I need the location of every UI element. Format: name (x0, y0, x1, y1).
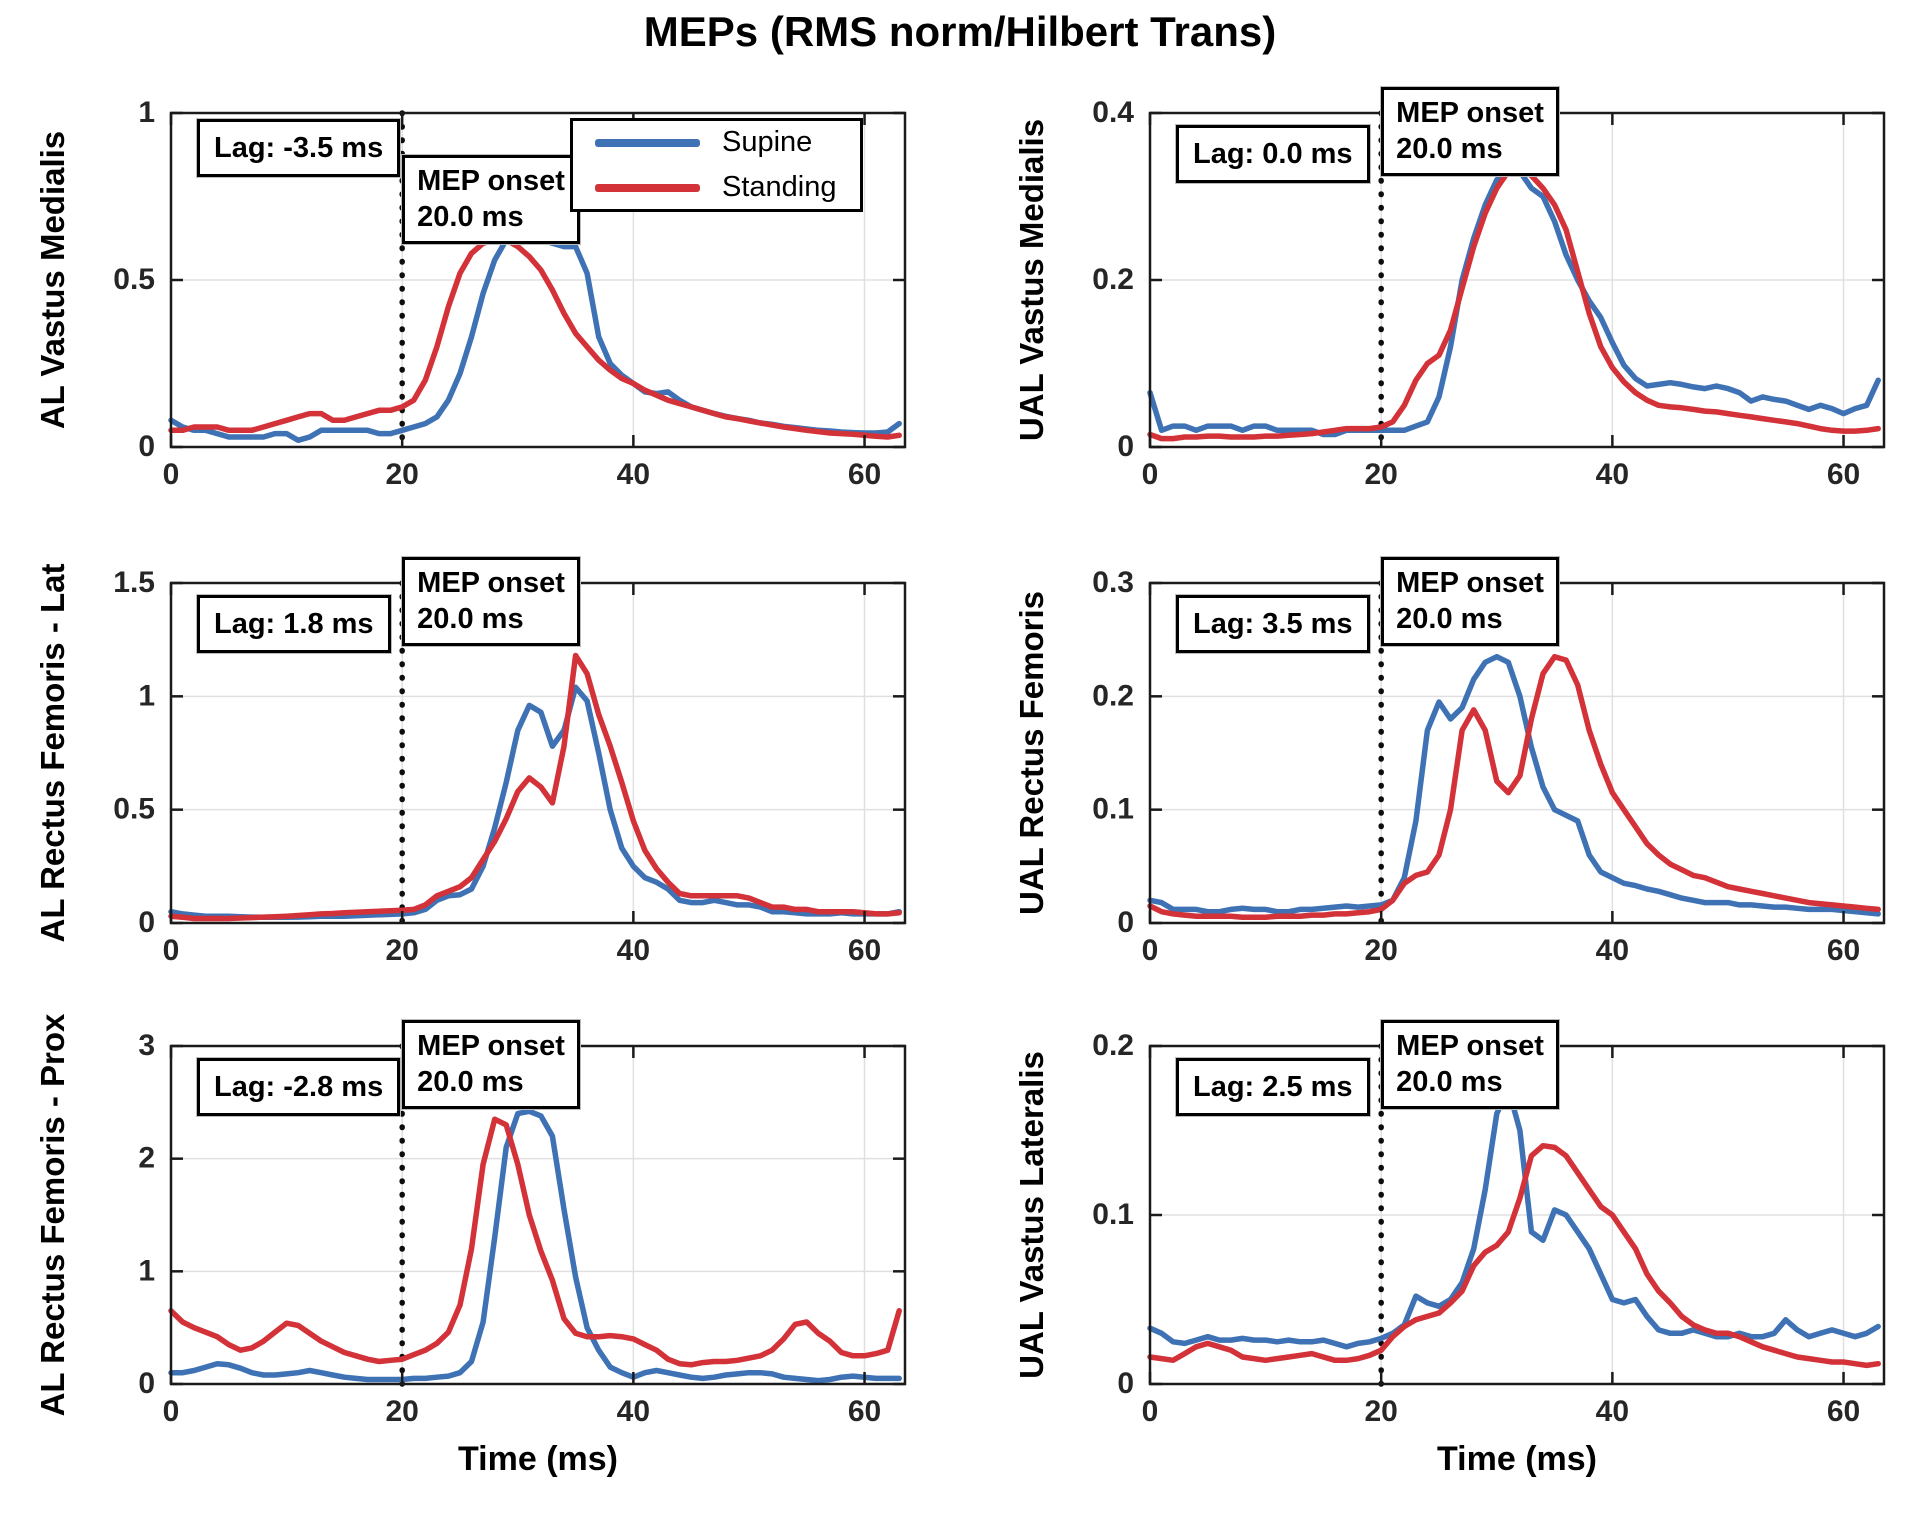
x-tick-label: 60 (848, 934, 881, 967)
legend-label-supine: Supine (722, 126, 813, 158)
legend-label-standing: Standing (722, 171, 837, 203)
y-tick-label: 0.2 (1092, 1029, 1134, 1062)
mep-onset-annotation: MEP onset 20.0 ms (402, 155, 580, 244)
y-axis-label: AL Rectus Femoris - Prox (34, 1013, 71, 1417)
x-tick-label: 0 (163, 458, 180, 491)
y-tick-label: 0 (1117, 906, 1134, 939)
y-tick-label: 0 (138, 430, 155, 463)
y-tick-label: 1 (138, 96, 155, 129)
subplot-al-vastus-medialis: AL Vastus Medialis 0 20 40 60 0 0.5 1 MEP onse… (34, 96, 907, 491)
y-axis-label: UAL Vastus Lateralis (1013, 1051, 1050, 1379)
y-tick-label: 0 (1117, 1367, 1134, 1400)
x-tick-label: 40 (617, 458, 650, 491)
mep-onset-annotation: MEP onset 20.0 ms (1381, 87, 1559, 176)
y-tick-label: 0.1 (1092, 1198, 1134, 1231)
mep-onset-line1: MEP onset (1396, 567, 1544, 599)
plot-canvas: 0 20 40 60 0 0.1 0.2 (1092, 1029, 1886, 1428)
y-axis-label: AL Vastus Medialis (34, 130, 71, 430)
y-tick-label: 0.2 (1092, 679, 1134, 712)
subplot-al-rectus-femoris-prox: AL Rectus Femoris - Prox 0 20 40 60 0 1 2 3 MEP… (34, 1014, 907, 1478)
x-tick-label: 20 (1364, 458, 1397, 491)
lag-annotation: Lag: 0.0 ms (1176, 125, 1370, 184)
lag-annotation: Lag: 3.5 ms (1176, 595, 1370, 654)
y-tick-label: 0.3 (1092, 566, 1134, 599)
x-tick-label: 40 (1596, 458, 1629, 491)
x-tick-label: 0 (1142, 934, 1159, 967)
mep-onset-annotation: MEP onset 20.0 ms (402, 1020, 580, 1109)
mep-onset-annotation: MEP onset 20.0 ms (1381, 557, 1559, 646)
mep-onset-line2: 20.0 ms (1396, 133, 1503, 166)
subplot-al-rectus-femoris-lat: AL Rectus Femoris - Lat 0 20 40 60 0 0.5 1 1.5 … (34, 557, 907, 967)
x-tick-label: 40 (617, 934, 650, 967)
mep-onset-line1: MEP onset (417, 1030, 565, 1062)
standing-line-swatch (595, 183, 700, 192)
y-tick-label: 1 (138, 1254, 155, 1287)
y-tick-label: 0.5 (113, 263, 155, 296)
mep-onset-line1: MEP onset (1396, 1030, 1544, 1062)
y-tick-label: 0 (138, 1367, 155, 1400)
mep-onset-line2: 20.0 ms (1396, 603, 1503, 636)
x-tick-label: 0 (1142, 1395, 1159, 1428)
mep-onset-line1: MEP onset (417, 165, 565, 197)
figure-title: MEPs (RMS norm/Hilbert Trans) (643, 8, 1277, 55)
plot-canvas: 0 20 40 60 0 1 2 3 (138, 1029, 907, 1428)
y-tick-label: 0 (138, 906, 155, 939)
subplot-ual-vastus-medialis: UAL Vastus Medialis 0 20 40 60 0 0.2 0.4 MEP o… (1013, 87, 1886, 491)
y-tick-label: 0.2 (1092, 263, 1134, 296)
y-axis-label: UAL Vastus Medialis (1013, 118, 1050, 442)
x-tick-label: 60 (848, 1395, 881, 1428)
x-tick-label: 20 (385, 1395, 418, 1428)
lag-annotation: Lag: 2.5 ms (1176, 1058, 1370, 1117)
x-tick-label: 60 (848, 458, 881, 491)
subplot-ual-rectus-femoris: UAL Rectus Femoris 0 20 40 60 0 0.1 0.2 0.3 MEP… (1013, 557, 1886, 967)
x-axis-label: Time (ms) (1437, 1440, 1597, 1478)
y-tick-label: 2 (138, 1142, 155, 1175)
x-tick-label: 40 (1596, 934, 1629, 967)
mep-onset-line1: MEP onset (1396, 97, 1544, 129)
lag-annotation: Lag: -2.8 ms (197, 1058, 401, 1117)
supine-line-swatch (595, 138, 700, 147)
subplot-ual-vastus-lateralis: UAL Vastus Lateralis 0 20 40 60 0 0.1 0.2 MEP … (1013, 1020, 1886, 1478)
lag-annotation: Lag: 1.8 ms (197, 595, 391, 654)
x-tick-label: 0 (1142, 458, 1159, 491)
legend: Supine Standing (570, 118, 863, 212)
x-tick-label: 60 (1827, 1395, 1860, 1428)
x-tick-label: 60 (1827, 458, 1860, 491)
y-tick-label: 0 (1117, 430, 1134, 463)
x-tick-label: 60 (1827, 934, 1860, 967)
mep-onset-annotation: MEP onset 20.0 ms (1381, 1020, 1559, 1109)
legend-item-supine: Supine (595, 126, 838, 159)
y-tick-label: 3 (138, 1029, 155, 1062)
y-axis-label: UAL Rectus Femoris (1013, 591, 1050, 915)
y-tick-label: 0.4 (1092, 96, 1134, 129)
x-axis-label: Time (ms) (458, 1440, 618, 1478)
y-tick-label: 1.5 (113, 566, 155, 599)
mep-onset-line2: 20.0 ms (417, 201, 524, 234)
mep-onset-line2: 20.0 ms (417, 1066, 524, 1099)
x-tick-label: 40 (617, 1395, 650, 1428)
x-tick-label: 0 (163, 934, 180, 967)
y-tick-label: 1 (138, 679, 155, 712)
legend-item-standing: Standing (595, 171, 838, 204)
x-tick-label: 20 (385, 934, 418, 967)
mep-onset-line2: 20.0 ms (417, 603, 524, 636)
x-tick-label: 20 (385, 458, 418, 491)
mep-onset-line1: MEP onset (417, 567, 565, 599)
y-tick-label: 0.5 (113, 793, 155, 826)
mep-onset-line2: 20.0 ms (1396, 1066, 1503, 1099)
x-tick-label: 20 (1364, 934, 1397, 967)
y-axis-label: AL Rectus Femoris - Lat (34, 563, 71, 943)
x-tick-label: 40 (1596, 1395, 1629, 1428)
mep-onset-annotation: MEP onset 20.0 ms (402, 557, 580, 646)
x-tick-label: 20 (1364, 1395, 1397, 1428)
y-tick-label: 0.1 (1092, 793, 1134, 826)
lag-annotation: Lag: -3.5 ms (197, 119, 401, 178)
x-tick-label: 0 (163, 1395, 180, 1428)
